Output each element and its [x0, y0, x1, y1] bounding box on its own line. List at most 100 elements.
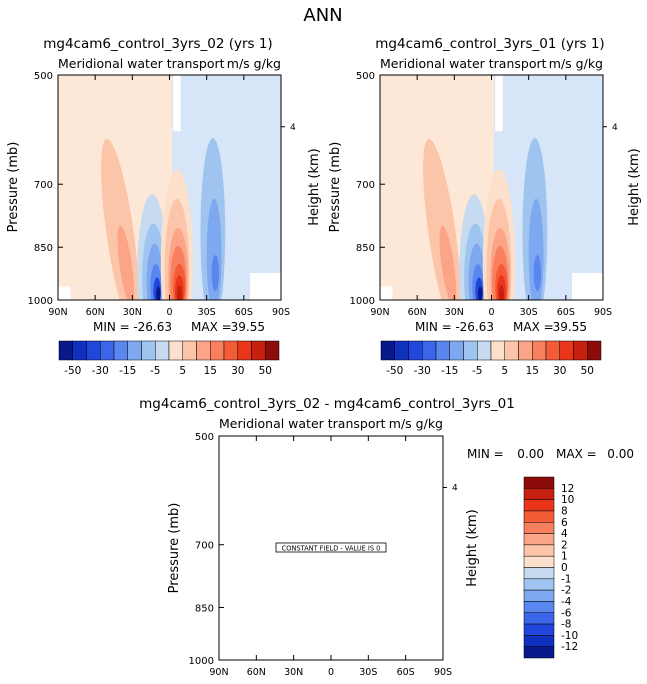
colorbar-label: -8: [561, 619, 571, 631]
colorbar-swatch: [237, 340, 252, 361]
colorbar-swatch: [559, 340, 574, 361]
panel-1-min-value: -26.63: [133, 320, 172, 334]
colorbar-swatch: [196, 340, 211, 361]
colorbar-swatch: [523, 533, 555, 546]
panel-3-y-label: Pressure (mb): [167, 503, 182, 594]
colorbar-label: 50: [259, 365, 272, 377]
panel-3-max-value: 0.00: [607, 447, 634, 461]
colorbar-label: -5: [472, 365, 482, 377]
panel-2-min-label: MIN =: [415, 320, 452, 334]
x-tick-label: 30N: [284, 667, 303, 678]
x-tick-label: 90S: [594, 307, 612, 318]
colorbar-label: -10: [561, 630, 578, 642]
colorbar-swatch: [523, 476, 555, 489]
colorbar-label: -15: [119, 365, 136, 377]
x-tick-label: 0: [166, 307, 172, 318]
page-title: ANN: [303, 5, 342, 26]
colorbar-swatch: [587, 340, 602, 361]
colorbar-swatch: [210, 340, 225, 361]
x-tick-label: 60S: [235, 307, 253, 318]
colorbar-swatch: [449, 340, 464, 361]
field-contours: [380, 75, 603, 300]
colorbar-label: 2: [561, 539, 568, 551]
colorbar-swatch: [523, 544, 555, 557]
constant-field-label: CONSTANT FIELD - VALUE IS 0: [282, 545, 381, 553]
contour-fill: [156, 286, 161, 300]
x-tick-label: 60N: [408, 307, 427, 318]
colorbar-swatch: [127, 340, 142, 361]
nh-positive-tongue: [101, 138, 139, 300]
panel-1-y-label: Pressure (mb): [6, 142, 21, 233]
contour-fill: [528, 198, 544, 300]
panel-1-max-value: 39.55: [231, 320, 265, 334]
x-tick-label: 60S: [397, 667, 415, 678]
colorbar-swatch: [113, 340, 128, 361]
colorbar-label: -5: [150, 365, 160, 377]
colorbar-swatch: [523, 510, 555, 523]
colorbar-swatch: [422, 340, 437, 361]
colorbar-label: -2: [561, 585, 571, 597]
panel-1-y2-label: Height (km): [307, 148, 322, 225]
x-tick-label: 60N: [86, 307, 105, 318]
y-tick-label: 700: [34, 180, 53, 191]
colorbar-swatch: [523, 612, 555, 625]
colorbar-swatch: [100, 340, 115, 361]
x-tick-label: 90S: [272, 307, 290, 318]
colorbar-swatch: [523, 623, 555, 636]
colorbar-swatch: [168, 340, 183, 361]
surface-mask: [380, 286, 393, 300]
contour-fill: [176, 285, 182, 300]
colorbar-swatch: [435, 340, 450, 361]
colorbar-swatch: [477, 340, 492, 361]
colorbar-label: 5: [501, 365, 508, 377]
panel-2-field: [380, 75, 603, 300]
y2-tick-label: 4: [290, 123, 296, 133]
colorbar-label: 15: [526, 365, 539, 377]
colorbar-swatch: [532, 340, 547, 361]
colorbar-swatch: [523, 522, 555, 534]
contour-fill: [206, 198, 222, 300]
colorbar-swatch: [223, 340, 238, 361]
colorbar-label: 4: [561, 528, 568, 540]
colorbar-swatch: [523, 567, 555, 580]
panel-3-y2-label: Height (km): [465, 509, 480, 586]
colorbar-label: 50: [581, 365, 594, 377]
panel-2-max-value: 39.55: [553, 320, 587, 334]
colorbar-swatch: [463, 340, 478, 361]
colorbar-label: -6: [561, 607, 572, 619]
y-tick-label: 1000: [189, 656, 214, 667]
x-tick-label: 90N: [370, 307, 389, 318]
y-tick-label: 500: [34, 71, 53, 82]
field-white-stripe: [495, 75, 503, 132]
panel-2: mg4cam6_control_3yrs_01 (yrs 1) Meridion…: [328, 36, 642, 334]
y-tick-label: 1000: [28, 296, 53, 307]
panel-1: mg4cam6_control_3yrs_02 (yrs 1) Meridion…: [6, 36, 322, 334]
y-tick-label: 500: [356, 71, 375, 82]
panel-2-title: mg4cam6_control_3yrs_01 (yrs 1): [375, 36, 604, 52]
contour-fill: [117, 225, 135, 300]
colorbar-swatch: [155, 340, 170, 361]
colorbar-swatch: [573, 340, 588, 361]
colorbar-swatch: [523, 555, 555, 568]
colorbar-swatch: [408, 340, 423, 361]
y2-tick-label: 4: [612, 123, 618, 133]
colorbar-swatch: [58, 340, 73, 361]
colorbar-label: 8: [561, 505, 568, 517]
colorbar-swatch: [182, 340, 197, 361]
contour-fill: [439, 225, 457, 300]
panel-1-max-label: MAX =: [191, 320, 232, 334]
colorbar-swatch: [518, 340, 533, 361]
x-tick-label: 90S: [434, 667, 452, 678]
colorbar-swatch: [490, 340, 505, 361]
panel-3: mg4cam6_control_3yrs_02 - mg4cam6_contro…: [139, 396, 634, 678]
colorbar-label: -4: [561, 596, 572, 608]
panel-2-max-label: MAX =: [513, 320, 554, 334]
colorbar-label: -50: [64, 365, 81, 377]
colorbar-swatch: [523, 499, 555, 512]
colorbar-swatch: [523, 635, 555, 647]
colorbar-swatch: [523, 646, 555, 659]
colorbar-swatch: [251, 340, 266, 361]
contour-fill: [211, 255, 220, 291]
colorbar-label: 10: [561, 494, 574, 506]
surface-mask: [572, 273, 603, 300]
